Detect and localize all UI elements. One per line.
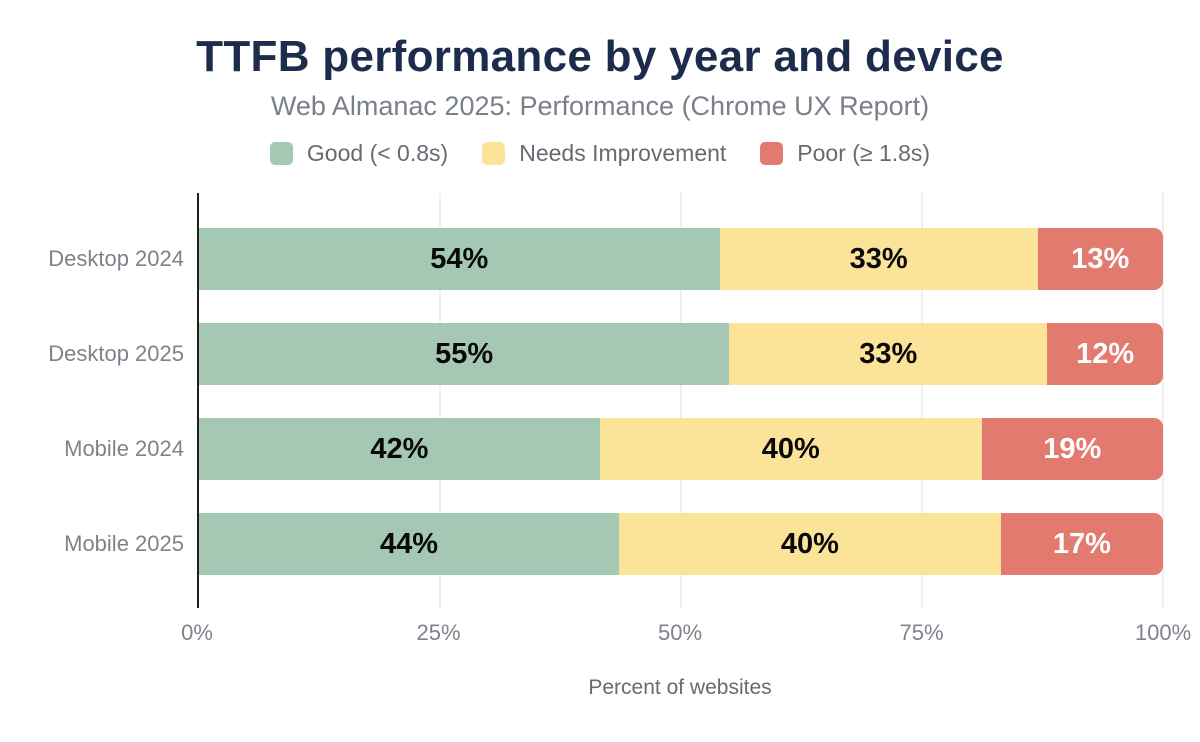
bar-segment[interactable]: 17% xyxy=(1000,513,1163,575)
category-label: Mobile 2025 xyxy=(64,531,184,556)
bar-segment[interactable]: 54% xyxy=(199,228,720,290)
bar-segment[interactable]: 33% xyxy=(719,228,1038,290)
segment-value-label: 55% xyxy=(435,337,494,370)
bar-segment[interactable]: 12% xyxy=(1047,323,1163,385)
bar-segment[interactable]: 42% xyxy=(199,418,600,480)
bar-segment[interactable]: 40% xyxy=(618,513,1001,575)
legend-swatch-icon xyxy=(760,141,784,165)
x-axis-ticks: 0% 25% 50% 75% 100% xyxy=(181,620,1191,646)
segment-value-label: 19% xyxy=(1043,432,1102,465)
x-tick-label: 50% xyxy=(657,620,703,645)
legend-item[interactable]: Poor (≥ 1.8s) xyxy=(760,140,930,167)
category-label: Desktop 2025 xyxy=(48,341,184,366)
chart-title: TTFB performance by year and device xyxy=(196,32,1004,81)
segment-value-label: 33% xyxy=(859,337,918,370)
gridline xyxy=(439,193,441,608)
category-label: Desktop 2024 xyxy=(48,246,184,271)
x-tick-label: 0% xyxy=(181,620,213,645)
bar-row: 54% 33% 13% xyxy=(199,228,1163,290)
legend-swatch-icon xyxy=(482,141,506,165)
bar-row: 42% 40% 19% xyxy=(199,418,1163,480)
x-tick-label: 25% xyxy=(416,620,461,645)
gridline xyxy=(680,193,682,608)
x-tick-label: 75% xyxy=(899,620,944,645)
bar-segment[interactable]: 19% xyxy=(981,418,1163,480)
gridline xyxy=(921,193,923,608)
bar-segment[interactable]: 33% xyxy=(729,323,1048,385)
bar-row: 44% 40% 17% xyxy=(199,513,1163,575)
segment-value-label: 42% xyxy=(370,432,429,465)
bar-segment[interactable]: 13% xyxy=(1037,228,1163,290)
category-label: Mobile 2024 xyxy=(64,436,184,461)
gridline xyxy=(1162,193,1164,608)
segment-value-label: 44% xyxy=(379,527,438,560)
bar-segment[interactable]: 40% xyxy=(599,418,982,480)
segment-value-label: 54% xyxy=(430,242,489,275)
plot-area: 54% 33% 13% 55% 33% 12% 42% 40% 19% 44% 40% 17% xyxy=(197,193,1164,608)
segment-value-label: 33% xyxy=(849,242,908,275)
chart-subtitle: Web Almanac 2025: Performance (Chrome UX… xyxy=(270,91,930,121)
bar-segment[interactable]: 55% xyxy=(199,323,730,385)
legend-swatch-icon xyxy=(269,141,293,165)
legend-label: Needs Improvement xyxy=(519,139,727,166)
category-axis: Desktop 2024 Desktop 2025 Mobile 2024 Mobil… xyxy=(0,193,184,608)
segment-value-label: 13% xyxy=(1071,242,1130,275)
segment-value-label: 12% xyxy=(1076,337,1135,370)
bar-row: 55% 33% 12% xyxy=(199,323,1163,385)
legend-label: Good (< 0.8s) xyxy=(306,139,449,166)
segment-value-label: 40% xyxy=(780,527,839,560)
x-axis-label: Percent of websites xyxy=(588,676,772,699)
segment-value-label: 17% xyxy=(1052,527,1111,560)
x-tick-label: 100% xyxy=(1134,620,1192,645)
legend-item[interactable]: Good (< 0.8s) xyxy=(269,139,449,167)
legend-label: Poor (≥ 1.8s) xyxy=(797,139,931,166)
legend: Good (< 0.8s) Needs Improvement Poor (≥ 1.… xyxy=(0,138,1200,168)
bar-segment[interactable]: 44% xyxy=(199,513,619,575)
legend-item[interactable]: Needs Improvement xyxy=(482,140,726,167)
segment-value-label: 40% xyxy=(761,432,820,465)
